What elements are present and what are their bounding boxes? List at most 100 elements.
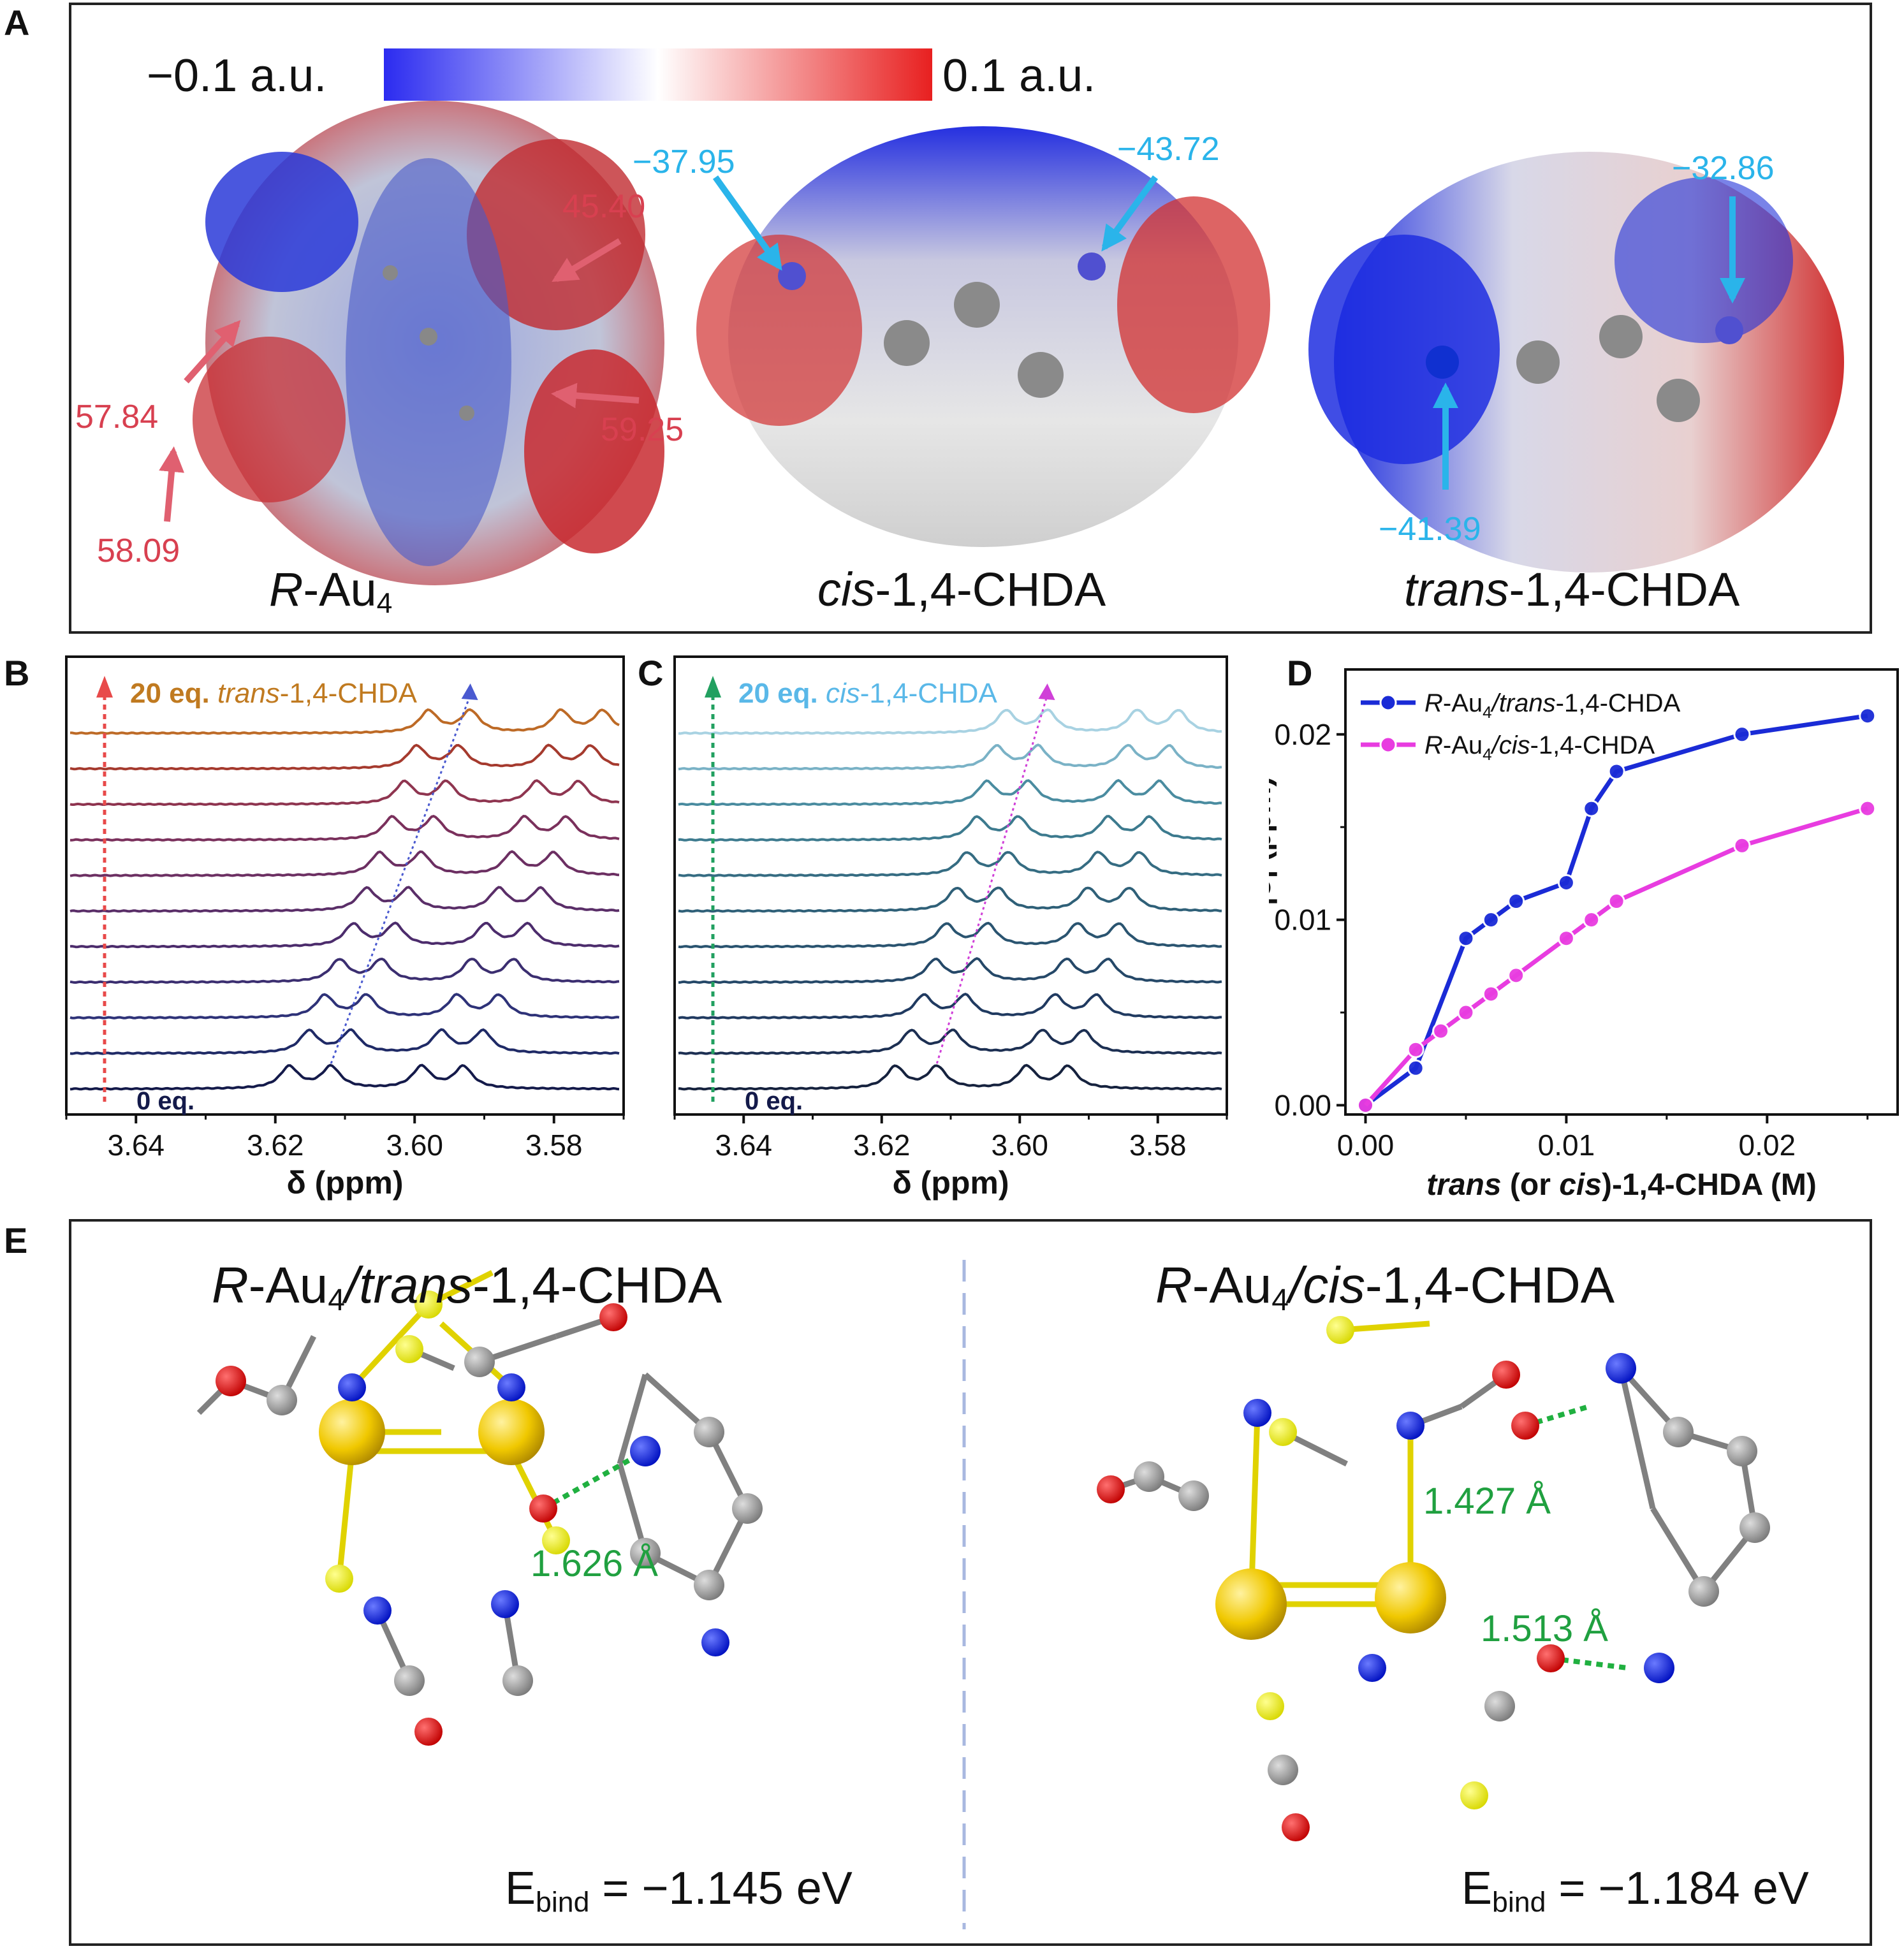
spectra-zero-eq-label: 0 eq.	[136, 1087, 194, 1115]
spectrum-trace-10	[70, 708, 620, 735]
x-tick-label-0: 3.64	[715, 1129, 772, 1162]
series-0-point-9	[1859, 707, 1877, 725]
x-tick-label-3: 3.58	[525, 1129, 583, 1162]
spectrum-trace-10	[678, 708, 1222, 735]
titration-arrowhead	[96, 676, 113, 698]
spectrum-trace-4	[678, 921, 1222, 949]
panel-b: 3.64 3.62 3.60 3.58 δ (ppm) 20 eq. trans-1,4-…	[0, 644, 638, 1211]
x-tick-label-2: 0.02	[1739, 1129, 1796, 1162]
spectra-title-eq: 20 eq.	[738, 678, 826, 709]
x-tick-label-2: 3.60	[386, 1129, 443, 1162]
series-1-point-1	[1407, 1041, 1424, 1058]
series-0-point-7	[1607, 763, 1625, 780]
spectrum-trace-7	[70, 814, 620, 842]
panel-e-graphic	[196, 1260, 1770, 1929]
spectrum-trace-5	[678, 886, 1222, 913]
series-0-point-8	[1733, 726, 1751, 743]
legend-sub: 4	[1483, 745, 1491, 764]
colorbar-min-label: −0.1 a.u.	[147, 50, 327, 101]
panel-label-a: A	[4, 3, 30, 43]
x-tick-label-0: 3.64	[107, 1129, 165, 1162]
nmr-chart-c: 3.64 3.62 3.60 3.58 δ (ppm) 20 eq. cis-1,4-CH…	[673, 655, 1228, 1201]
complex-title-left: R-Au4/trans-1,4-CHDA	[212, 1257, 722, 1317]
panel-label-b: B	[4, 653, 30, 693]
spectrum-trace-0	[70, 1063, 620, 1091]
legend-isomer: /trans	[1490, 689, 1556, 717]
spectrum-trace-3	[678, 957, 1222, 984]
x-axis-label: δ (ppm)	[286, 1165, 403, 1201]
spectrum-trace-4	[70, 921, 620, 949]
esp-value-r-au4-2: 57.84	[75, 398, 159, 435]
peak-shift-arrowhead	[461, 683, 478, 700]
r-au4-surface	[193, 101, 664, 585]
spectrum-trace-2	[70, 993, 620, 1019]
x-tick-label-1: 0.01	[1538, 1129, 1595, 1162]
legend-r: R	[1424, 689, 1443, 717]
x-axis-label: δ (ppm)	[892, 1165, 1009, 1201]
series-1-point-5	[1507, 967, 1525, 984]
spectra-title-isomer: cis	[826, 678, 860, 709]
y-tick-label-0: 0.00	[1274, 1088, 1331, 1122]
series-line-1	[1363, 806, 1868, 1107]
y-tick-label-2: 0.02	[1274, 718, 1331, 751]
spectrum-trace-1	[678, 1028, 1222, 1055]
left-complex	[196, 1269, 763, 1746]
x-axis-label-or: (or	[1502, 1168, 1560, 1202]
peak-shift-arrowhead	[1038, 683, 1055, 700]
spectra-title-compound: -1,4-CHDA	[280, 678, 418, 709]
nmr-chart-b: 3.64 3.62 3.60 3.58 δ (ppm) 20 eq. trans-1,4-…	[65, 655, 625, 1201]
trans-chda-surface	[1308, 152, 1844, 573]
molecule-name-cis: cis-1,4-CHDA	[817, 563, 1106, 616]
titration-arrowhead	[705, 676, 721, 698]
x-axis-label-cis: cis	[1559, 1168, 1602, 1202]
shift-chart-d: 0.00 0.01 0.02 0.00 0.01 0.02 |δ| (ppm) trans (…	[1243, 668, 1899, 1202]
complex-title-right: R-Au4/cis-1,4-CHDA	[1155, 1257, 1615, 1317]
legend-au: -Au	[1443, 689, 1483, 717]
x-tick-label-2: 3.60	[991, 1129, 1048, 1162]
esp-value-trans-1: −32.86	[1672, 150, 1775, 187]
molecule-name-trans: trans-1,4-CHDA	[1404, 563, 1740, 616]
series-0-point-5	[1557, 873, 1575, 891]
x-tick-label-0: 0.00	[1337, 1129, 1395, 1162]
x-tick-label-1: 3.62	[853, 1129, 911, 1162]
plot-frame	[1344, 668, 1899, 1116]
legend-isomer: /cis	[1490, 731, 1530, 759]
molecule-name-r-au4: R-Au4	[269, 563, 393, 620]
cis-chda-surface	[696, 126, 1270, 547]
series-0-point-2	[1457, 930, 1475, 947]
spectra-zero-eq-label: 0 eq.	[745, 1087, 803, 1115]
x-tick-label-1: 3.62	[247, 1129, 304, 1162]
spectra-title: 20 eq. trans-1,4-CHDA	[130, 678, 418, 709]
panel-a: −0.1 a.u. 0.1 a.u. 45.40 57.84 59.25 58.…	[69, 3, 1872, 634]
legend-marker-1	[1379, 736, 1397, 754]
spectrum-trace-7	[678, 815, 1222, 842]
legend-compound: -1,4-CHDA	[1530, 731, 1655, 759]
series-1-point-8	[1607, 893, 1625, 910]
spectrum-trace-0	[678, 1063, 1222, 1091]
y-tick-label-1: 0.01	[1274, 903, 1331, 937]
esp-value-r-au4-3: 59.25	[601, 411, 684, 448]
series-0-point-6	[1583, 800, 1600, 817]
panel-e: R-Au4/trans-1,4-CHDA R-Au4/cis-1,4-CHDA …	[69, 1219, 1872, 1946]
x-axis-label: trans (or cis)-1,4-CHDA (M)	[1426, 1168, 1817, 1202]
esp-value-cis-2: −43.72	[1117, 131, 1220, 168]
colorbar	[384, 48, 932, 101]
series-1-point-7	[1583, 911, 1600, 929]
spectrum-trace-9	[70, 743, 620, 771]
series-1-point-9	[1733, 837, 1751, 854]
hbond-label-right-2: 1.513 Å	[1481, 1608, 1608, 1649]
spectrum-trace-2	[678, 992, 1222, 1019]
y-axis-label: |δ| (ppm)	[1269, 777, 1277, 906]
series-0-point-1	[1407, 1059, 1424, 1077]
panel-a-graphic	[159, 48, 1844, 585]
spectrum-trace-8	[70, 779, 620, 807]
spectra-title-eq: 20 eq.	[130, 678, 217, 709]
panel-label-c: C	[638, 653, 664, 693]
panel-label-e: E	[4, 1220, 28, 1260]
series-1-point-3	[1457, 1004, 1475, 1021]
plot-frame	[65, 655, 625, 1116]
panel-c: 3.64 3.62 3.60 3.58 δ (ppm) 20 eq. cis-1,4-CH…	[638, 644, 1256, 1211]
spectrum-trace-6	[70, 850, 620, 877]
spectrum-trace-1	[70, 1028, 620, 1055]
esp-arrows	[159, 175, 1745, 522]
